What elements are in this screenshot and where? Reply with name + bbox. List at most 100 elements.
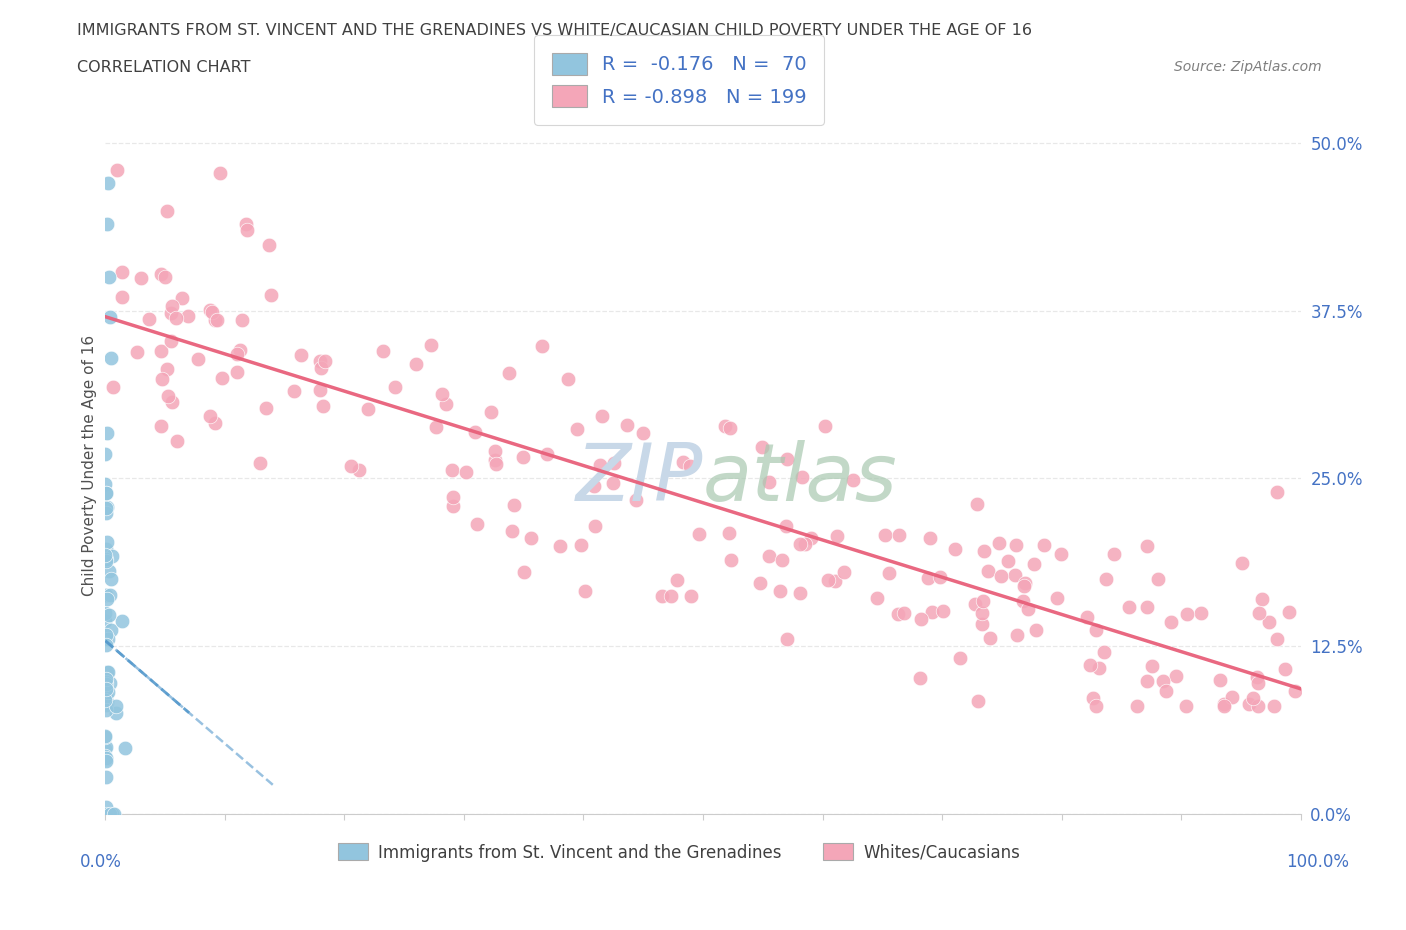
Point <box>484 444 506 458</box>
Point <box>339 458 361 473</box>
Point <box>800 530 823 545</box>
Point <box>94 739 117 754</box>
Point <box>501 524 523 538</box>
Point <box>94 447 117 462</box>
Point <box>97 806 120 821</box>
Point <box>1189 605 1212 620</box>
Point <box>432 387 454 402</box>
Point <box>97 564 120 578</box>
Point <box>111 264 134 279</box>
Point <box>349 462 371 477</box>
Point <box>96 674 118 689</box>
Point <box>94 728 117 743</box>
Point <box>678 458 700 473</box>
Point <box>98 270 121 285</box>
Legend: Immigrants from St. Vincent and the Grenadines, Whites/Caucasians: Immigrants from St. Vincent and the Gren… <box>332 837 1026 869</box>
Point <box>97 684 120 699</box>
Point <box>1004 567 1026 582</box>
Point <box>96 698 118 712</box>
Point <box>1174 699 1197 714</box>
Point <box>1014 575 1036 590</box>
Point <box>574 584 596 599</box>
Point <box>101 806 124 821</box>
Point <box>616 418 638 432</box>
Point <box>94 806 117 821</box>
Point <box>513 565 536 579</box>
Point <box>770 552 793 567</box>
Point <box>1104 547 1126 562</box>
Point <box>94 605 117 620</box>
Point <box>96 216 118 231</box>
Point <box>107 163 129 178</box>
Point <box>979 631 1001 645</box>
Point <box>420 338 443 352</box>
Point <box>928 569 950 584</box>
Point <box>96 806 118 821</box>
Point <box>650 589 672 604</box>
Point <box>1084 622 1107 637</box>
Text: 100.0%: 100.0% <box>1286 853 1348 870</box>
Text: IMMIGRANTS FROM ST. VINCENT AND THE GRENADINES VS WHITE/CAUCASIAN CHILD POVERTY : IMMIGRANTS FROM ST. VINCENT AND THE GREN… <box>77 23 1032 38</box>
Point <box>591 408 613 423</box>
Point <box>917 570 939 585</box>
Point <box>1175 606 1198 621</box>
Point <box>1095 572 1118 587</box>
Point <box>1012 593 1035 608</box>
Point <box>775 452 797 467</box>
Point <box>177 309 200 324</box>
Point <box>94 628 117 643</box>
Point <box>225 365 247 379</box>
Point <box>602 475 624 490</box>
Point <box>1046 591 1069 605</box>
Point <box>1126 699 1149 714</box>
Point <box>94 541 117 556</box>
Point <box>512 450 534 465</box>
Point <box>827 528 849 543</box>
Point <box>1166 669 1188 684</box>
Point <box>965 596 987 611</box>
Point <box>94 806 117 821</box>
Point <box>1118 600 1140 615</box>
Point <box>100 806 122 821</box>
Point <box>308 383 330 398</box>
Point <box>1220 689 1243 704</box>
Point <box>1007 628 1029 643</box>
Point <box>1209 673 1232 688</box>
Point <box>94 638 117 653</box>
Text: 0.0%: 0.0% <box>80 853 122 870</box>
Point <box>425 419 447 434</box>
Point <box>769 584 792 599</box>
Point <box>1278 604 1301 619</box>
Point <box>1154 684 1177 698</box>
Point <box>536 446 558 461</box>
Point <box>260 288 283 303</box>
Point <box>312 398 335 413</box>
Point <box>751 439 773 454</box>
Point <box>585 519 607 534</box>
Point <box>96 751 118 766</box>
Point <box>1081 690 1104 705</box>
Point <box>688 527 710 542</box>
Point <box>94 806 117 821</box>
Point <box>966 497 988 512</box>
Point <box>94 686 117 701</box>
Point <box>150 267 173 282</box>
Point <box>1265 485 1288 499</box>
Point <box>531 339 554 353</box>
Point <box>94 753 117 768</box>
Point <box>465 516 488 531</box>
Point <box>814 418 837 433</box>
Point <box>794 537 817 551</box>
Point <box>1017 602 1039 617</box>
Point <box>1263 699 1285 714</box>
Point <box>679 589 702 604</box>
Point <box>1136 600 1159 615</box>
Point <box>405 356 427 371</box>
Point <box>1005 538 1028 553</box>
Point <box>96 506 118 521</box>
Point <box>921 604 943 619</box>
Point <box>973 543 995 558</box>
Point <box>96 499 118 514</box>
Point <box>1247 605 1270 620</box>
Point <box>309 360 332 375</box>
